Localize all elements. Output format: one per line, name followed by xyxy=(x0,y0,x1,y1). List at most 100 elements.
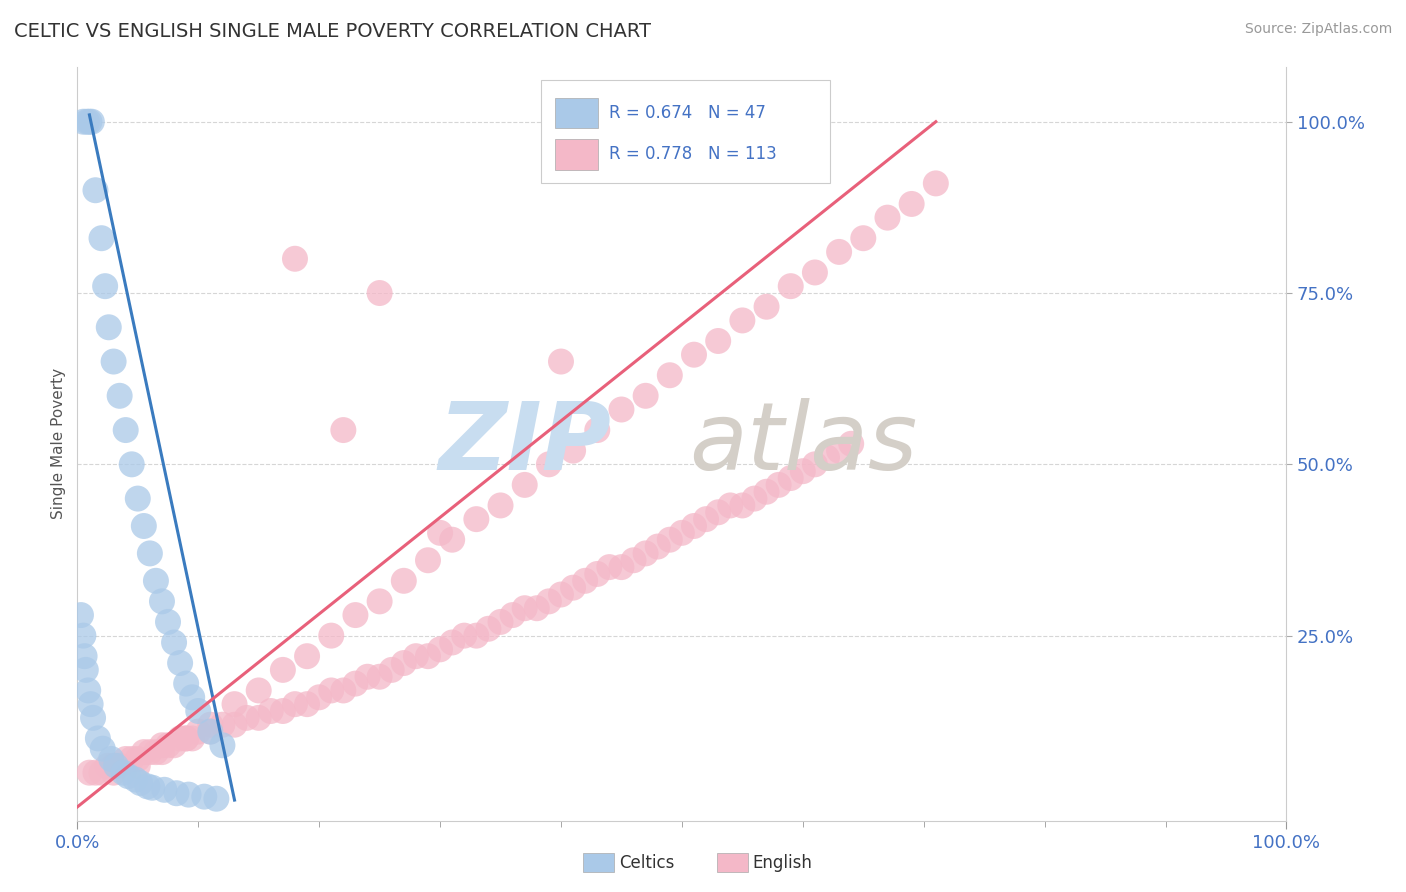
Point xyxy=(465,629,488,643)
Point xyxy=(94,279,117,293)
Text: English: English xyxy=(752,854,813,871)
Point xyxy=(169,731,191,746)
Point xyxy=(87,731,110,746)
Point xyxy=(132,745,155,759)
Point xyxy=(429,642,451,657)
Point xyxy=(513,478,536,492)
Point xyxy=(169,656,191,670)
Point xyxy=(96,759,118,773)
Point xyxy=(658,533,681,547)
Point xyxy=(623,553,645,567)
Point xyxy=(779,471,801,485)
Point xyxy=(344,676,367,690)
Point xyxy=(731,499,754,513)
Point xyxy=(876,211,898,225)
Point xyxy=(145,745,167,759)
Point xyxy=(117,769,139,783)
Point xyxy=(121,458,143,472)
Point xyxy=(828,443,851,458)
Point xyxy=(103,354,125,368)
Point xyxy=(550,354,572,368)
Point xyxy=(97,320,120,334)
Point xyxy=(211,739,233,753)
Point xyxy=(247,711,270,725)
Point xyxy=(502,608,524,623)
Point xyxy=(108,759,131,773)
Point xyxy=(707,334,730,348)
Point xyxy=(84,183,107,197)
Point xyxy=(72,114,94,128)
Point xyxy=(308,690,330,705)
Point xyxy=(75,663,97,677)
Point xyxy=(295,649,318,664)
Point xyxy=(586,423,609,437)
Point xyxy=(105,759,128,773)
Point xyxy=(695,512,717,526)
Point xyxy=(200,724,222,739)
Point xyxy=(513,601,536,615)
Point xyxy=(114,423,136,437)
Point xyxy=(392,574,415,588)
Point xyxy=(136,780,159,794)
Point xyxy=(224,717,246,731)
Point xyxy=(344,608,367,623)
Point xyxy=(181,690,204,705)
Point xyxy=(200,717,222,731)
Point xyxy=(295,697,318,711)
Point xyxy=(718,499,741,513)
Point xyxy=(84,765,107,780)
Point xyxy=(598,560,620,574)
Point xyxy=(129,776,152,790)
Point xyxy=(368,670,391,684)
Text: R = 0.778   N = 113: R = 0.778 N = 113 xyxy=(609,145,776,163)
Point xyxy=(453,629,475,643)
Point xyxy=(177,788,200,802)
Point xyxy=(153,782,176,797)
Point xyxy=(211,717,233,731)
Point xyxy=(610,402,633,417)
Point xyxy=(157,739,180,753)
Point xyxy=(90,765,112,780)
Point xyxy=(815,450,838,465)
Point xyxy=(574,574,596,588)
Point xyxy=(150,739,173,753)
Point xyxy=(139,745,162,759)
Point xyxy=(72,629,94,643)
Point xyxy=(284,252,307,266)
Point xyxy=(465,512,488,526)
Point xyxy=(634,546,657,560)
Point xyxy=(82,711,104,725)
Point xyxy=(744,491,766,506)
Point xyxy=(132,519,155,533)
Point xyxy=(332,683,354,698)
Point xyxy=(112,765,135,780)
Point xyxy=(755,300,778,314)
Point xyxy=(205,791,228,805)
Point xyxy=(779,279,801,293)
Point xyxy=(852,231,875,245)
Point xyxy=(416,649,439,664)
Point xyxy=(163,635,186,649)
Point xyxy=(127,752,149,766)
Point xyxy=(671,525,693,540)
Point xyxy=(260,704,283,718)
Point xyxy=(103,765,125,780)
Point xyxy=(166,786,188,800)
Point xyxy=(91,741,114,756)
Point xyxy=(108,389,131,403)
Point xyxy=(235,711,257,725)
Point xyxy=(124,772,146,787)
Point xyxy=(489,615,512,629)
Point xyxy=(103,759,125,773)
Point xyxy=(121,752,143,766)
Point xyxy=(76,114,98,128)
Point xyxy=(683,348,706,362)
Point xyxy=(392,656,415,670)
Point xyxy=(441,635,464,649)
Point xyxy=(405,649,427,664)
Point xyxy=(562,581,585,595)
Point xyxy=(828,244,851,259)
Point xyxy=(145,574,167,588)
Point xyxy=(647,540,669,554)
Point xyxy=(792,464,814,478)
